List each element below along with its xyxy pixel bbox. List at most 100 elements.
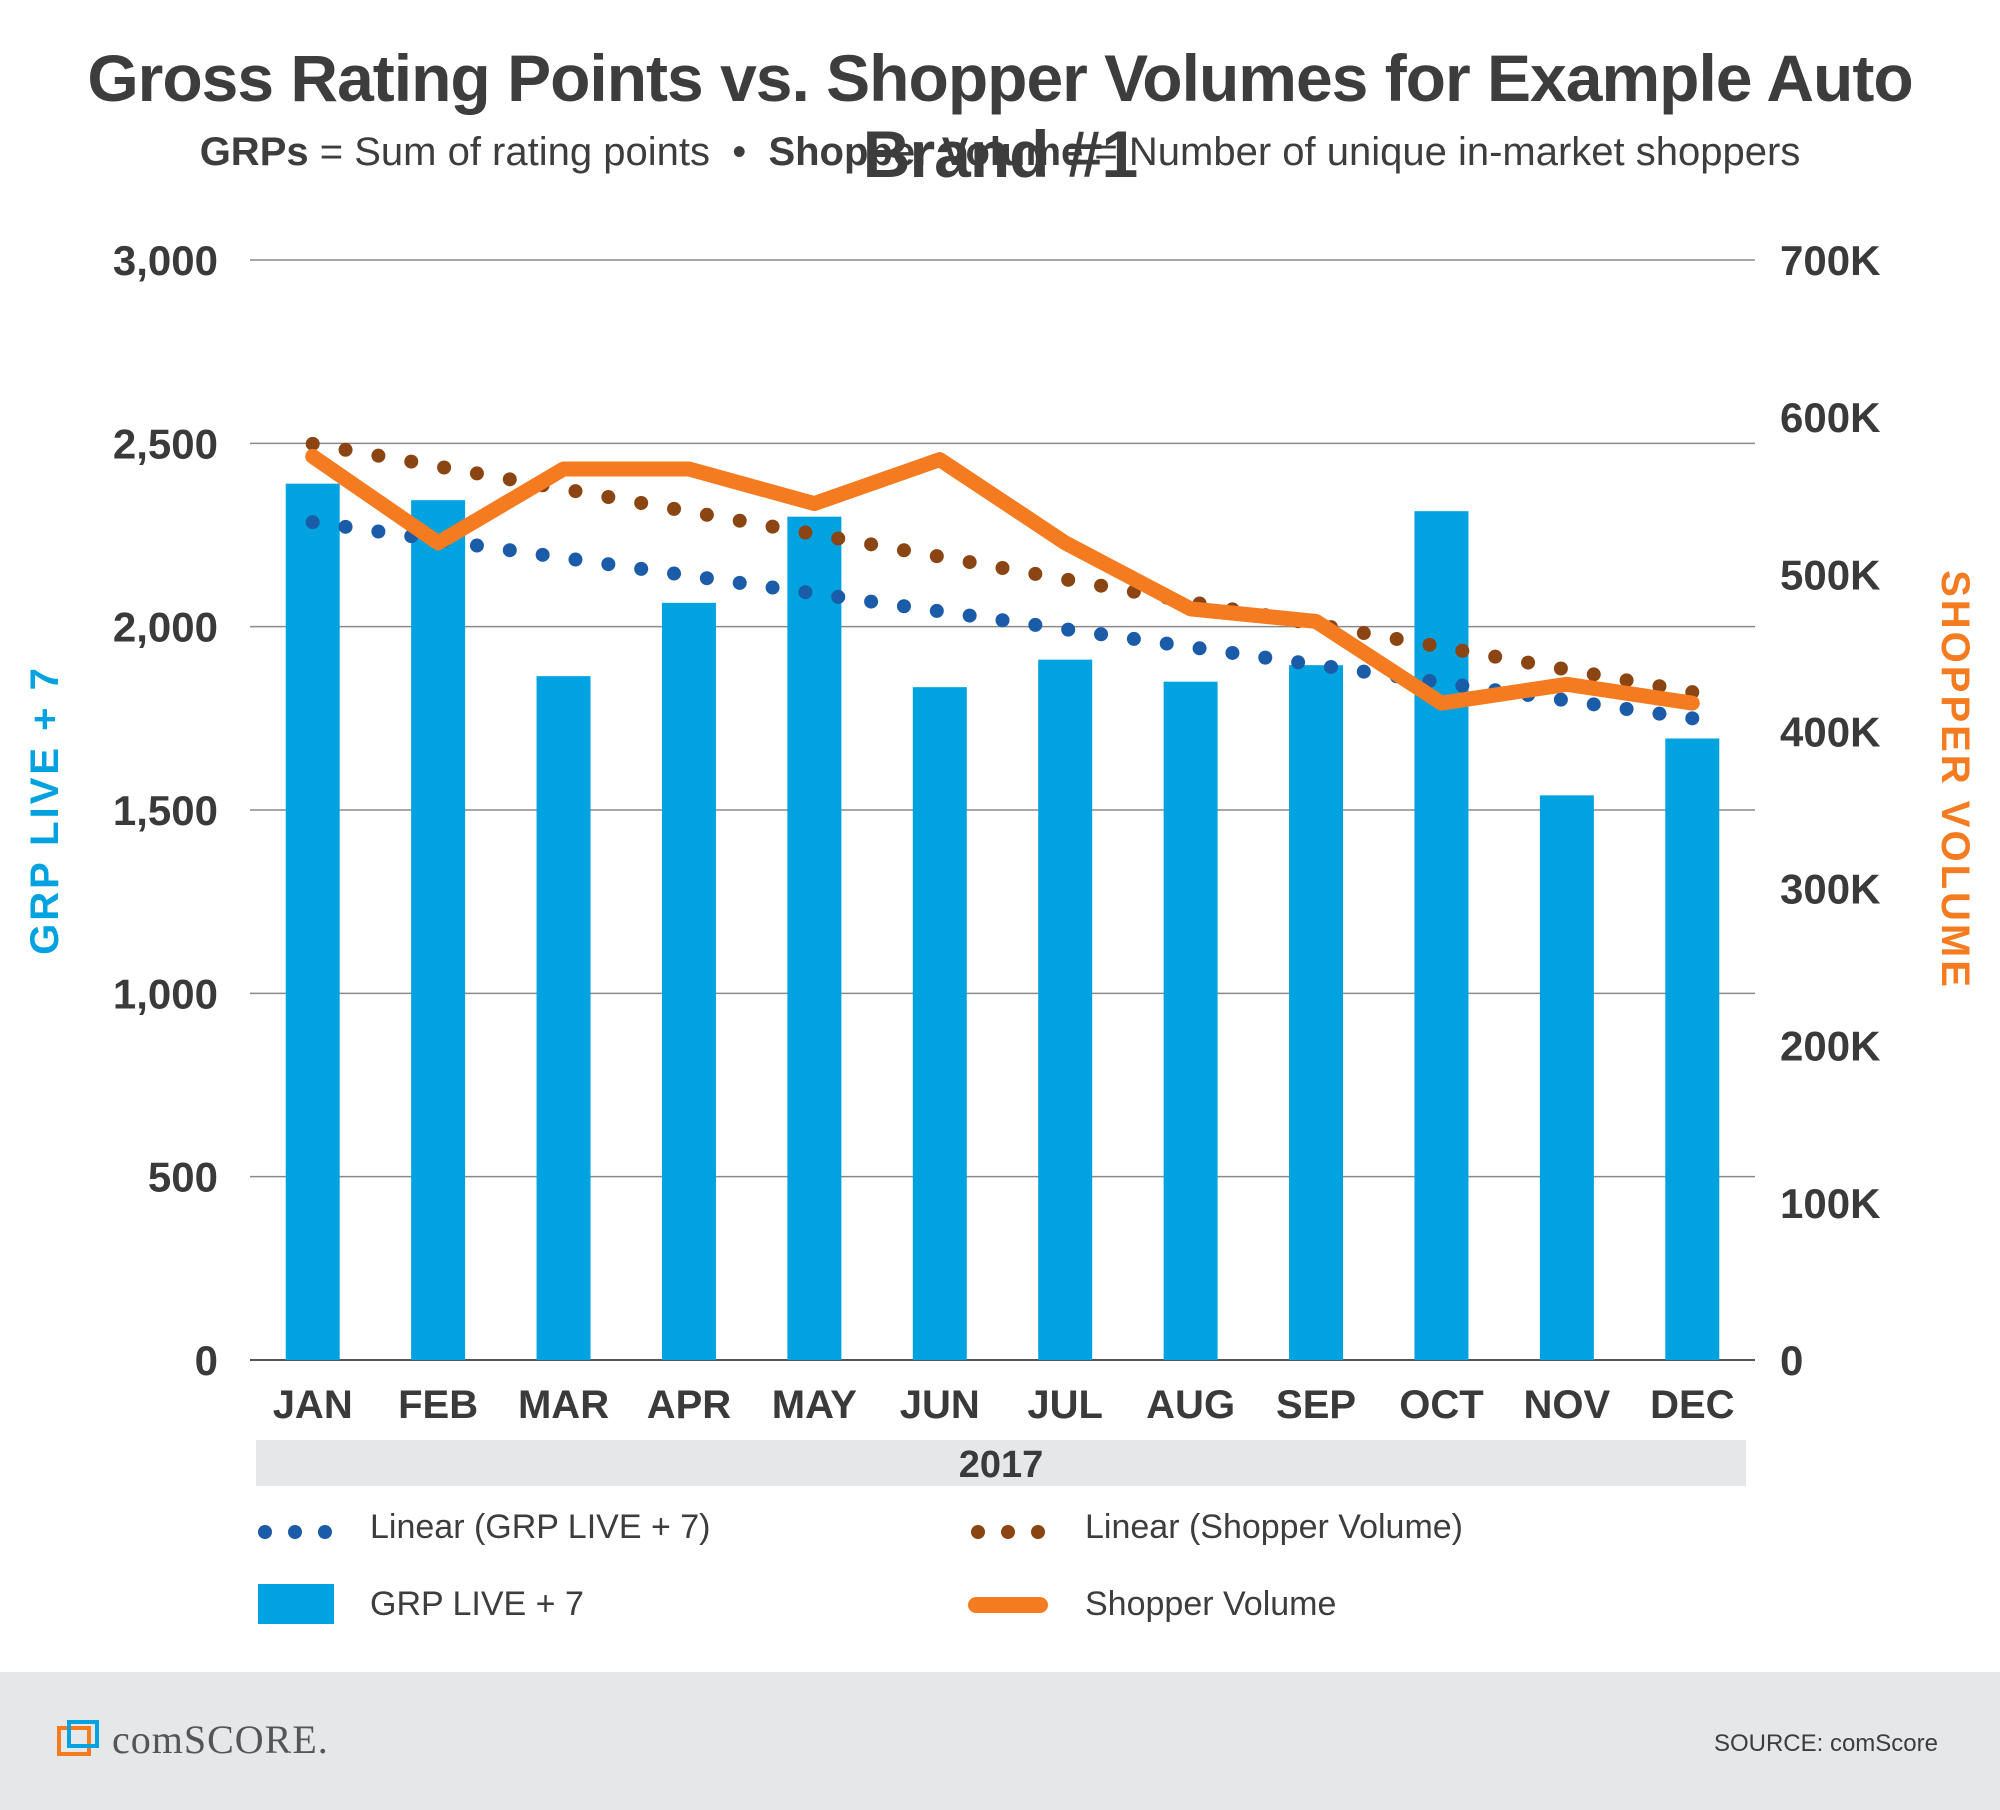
trend-dot bbox=[437, 460, 452, 475]
trend-dot bbox=[305, 436, 320, 451]
trend-dot bbox=[1323, 659, 1338, 674]
legend-swatch-grp bbox=[258, 1584, 334, 1624]
y-left-tick-label: 1,500 bbox=[113, 787, 218, 834]
trend-dot bbox=[1061, 572, 1076, 587]
trend-dot bbox=[864, 537, 879, 552]
trend-dot bbox=[535, 547, 550, 562]
bar bbox=[1414, 511, 1469, 1361]
trend-dot bbox=[831, 531, 846, 546]
comscore-logo-text: comSCORE. bbox=[112, 1717, 329, 1762]
trend-dot bbox=[1028, 617, 1043, 632]
trend-dot bbox=[1159, 636, 1174, 651]
trend-dot bbox=[1652, 679, 1667, 694]
trend-dot bbox=[502, 543, 517, 558]
subtitle-term-grps: GRPs bbox=[199, 130, 309, 174]
trend-dot bbox=[699, 571, 714, 586]
trend-dot bbox=[469, 466, 484, 481]
bar bbox=[1665, 738, 1720, 1360]
trend-dot bbox=[1126, 631, 1141, 646]
trend-dot bbox=[831, 589, 846, 604]
trend-dot bbox=[338, 519, 353, 534]
trend-dot bbox=[1094, 627, 1109, 642]
bar bbox=[912, 687, 967, 1360]
trend-dot bbox=[1455, 643, 1470, 658]
subtitle-def-shopper: = Number of unique in-market shoppers bbox=[1083, 130, 1801, 174]
x-tick-label: SEP bbox=[1276, 1383, 1356, 1427]
trend-dot bbox=[798, 585, 813, 600]
trend-dot bbox=[1586, 667, 1601, 682]
trend-dot bbox=[371, 448, 386, 463]
trend-dot bbox=[601, 557, 616, 572]
trend-dot bbox=[1488, 649, 1503, 664]
trend-dot bbox=[634, 495, 649, 510]
legend-label-linear-grp: Linear (GRP LIVE + 7) bbox=[370, 1508, 711, 1546]
trend-dot bbox=[765, 519, 780, 534]
trend-dot bbox=[469, 538, 484, 553]
bar bbox=[1163, 681, 1218, 1360]
trend-dot bbox=[667, 566, 682, 581]
legend-label-linear-shopper: Linear (Shopper Volume) bbox=[1085, 1508, 1464, 1546]
trend-dot bbox=[1061, 622, 1076, 637]
trend-dot bbox=[1685, 711, 1700, 726]
chart-title: Gross Rating Points vs. Shopper Volumes … bbox=[87, 41, 1913, 191]
footer bbox=[0, 1672, 2000, 1810]
y-left-tick-label: 1,000 bbox=[113, 970, 218, 1017]
y-right-tick-label: 300K bbox=[1780, 866, 1880, 913]
trend-dot bbox=[568, 552, 583, 567]
trend-dot bbox=[601, 490, 616, 505]
x-tick-label: JUL bbox=[1027, 1383, 1103, 1427]
trend-dot bbox=[1455, 678, 1470, 693]
source-note: SOURCE: comScore bbox=[1713, 1730, 1938, 1757]
chart-subtitle: GRPs = Sum of rating points • Shopper Vo… bbox=[0, 130, 2000, 175]
y-right-tick-label: 600K bbox=[1780, 394, 1880, 441]
trend-dot bbox=[1192, 641, 1207, 656]
trend-dot bbox=[1258, 650, 1273, 665]
legend-swatch-linear-grp bbox=[258, 1525, 332, 1539]
x-tick-label: APR bbox=[647, 1383, 732, 1427]
trend-dot bbox=[896, 543, 911, 558]
trend-dot bbox=[1028, 566, 1043, 581]
trend-dot bbox=[765, 580, 780, 595]
trend-dot bbox=[338, 442, 353, 457]
trend-dot bbox=[1586, 697, 1601, 712]
bar bbox=[285, 483, 340, 1361]
trend-dot bbox=[864, 594, 879, 609]
x-tick-label: AUG bbox=[1146, 1383, 1235, 1427]
bar bbox=[1289, 665, 1344, 1360]
y-right-tick-label: 400K bbox=[1780, 708, 1880, 755]
x-tick-label: MAR bbox=[518, 1383, 609, 1427]
trend-dot bbox=[1553, 692, 1568, 707]
comscore-logo-icon bbox=[57, 1720, 99, 1756]
trend-dot bbox=[896, 599, 911, 614]
x-tick-label: MAY bbox=[772, 1383, 858, 1427]
y-left-axis-title: GRP LIVE + 7 bbox=[23, 665, 67, 955]
x-axis-title: 2017 bbox=[959, 1444, 1044, 1486]
trend-dot bbox=[995, 561, 1010, 575]
y-left-tick-label: 500 bbox=[148, 1154, 218, 1201]
trend-dot bbox=[1356, 664, 1371, 679]
x-tick-label: JUN bbox=[900, 1383, 980, 1427]
trend-dot bbox=[962, 608, 977, 623]
trend-dot bbox=[305, 515, 320, 530]
trend-dot bbox=[568, 484, 583, 499]
x-tick-label: FEB bbox=[398, 1383, 478, 1427]
trend-dot bbox=[502, 472, 517, 487]
trend-dot bbox=[1389, 631, 1404, 646]
subtitle-separator: • bbox=[732, 130, 747, 174]
y-right-tick-label: 500K bbox=[1780, 551, 1880, 598]
trend-dot bbox=[929, 603, 944, 618]
bar bbox=[661, 602, 716, 1360]
legend-swatch-linear-shopper bbox=[971, 1525, 1045, 1539]
y-left-tick-label: 2,000 bbox=[113, 604, 218, 651]
trend-dot bbox=[1422, 637, 1437, 652]
trend-dot bbox=[1225, 645, 1240, 660]
y-left-tick-label: 2,500 bbox=[113, 420, 218, 467]
x-tick-label: DEC bbox=[1650, 1383, 1734, 1427]
trend-dot bbox=[404, 454, 419, 469]
y-right-tick-label: 100K bbox=[1780, 1180, 1880, 1227]
trend-dot bbox=[995, 613, 1010, 628]
x-axis-band bbox=[256, 1440, 1746, 1486]
trend-dot bbox=[1652, 706, 1667, 721]
trend-dot bbox=[634, 561, 649, 576]
trend-dot bbox=[798, 525, 813, 540]
